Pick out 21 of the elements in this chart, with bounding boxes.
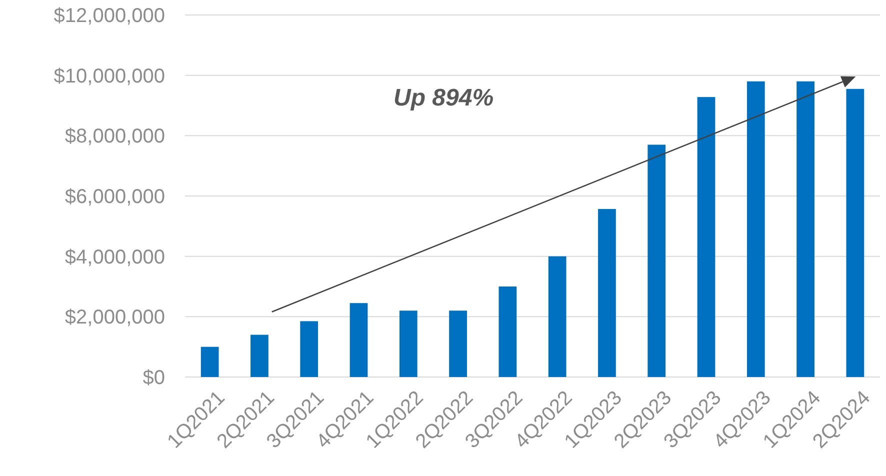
bar (399, 310, 418, 377)
bar (697, 97, 716, 377)
y-tick-label: $0 (142, 367, 165, 389)
bar (300, 321, 318, 377)
y-tick-label: $4,000,000 (64, 246, 165, 268)
bar (598, 208, 616, 377)
bar (746, 81, 765, 377)
bar (498, 286, 517, 377)
y-tick-label: $8,000,000 (64, 126, 165, 148)
bar (449, 310, 467, 377)
annotation: Up 894% (394, 84, 494, 112)
y-tick-label: $6,000,000 (64, 186, 165, 208)
y-tick-label: $10,000,000 (54, 65, 165, 88)
bar (200, 346, 219, 377)
bar (648, 144, 666, 377)
y-tick-label: $2,000,000 (64, 306, 165, 329)
bar (350, 303, 368, 377)
bar (796, 81, 814, 377)
y-tick-label: $12,000,000 (54, 5, 165, 27)
bar (548, 256, 566, 377)
bar (250, 334, 268, 377)
